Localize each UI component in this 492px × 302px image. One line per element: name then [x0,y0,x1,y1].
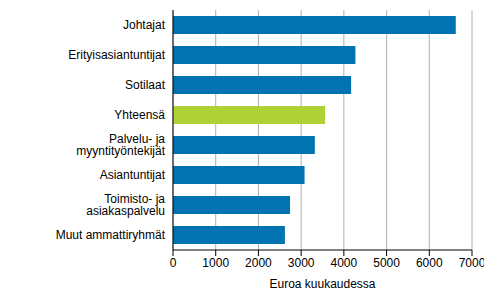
svg-text:Erityisasiantuntijat: Erityisasiantuntijat [68,48,165,62]
svg-text:1000: 1000 [202,256,229,270]
svg-text:Euroa kuukaudessa: Euroa kuukaudessa [269,277,375,291]
svg-text:Johtajat: Johtajat [123,18,166,32]
svg-text:0: 0 [170,256,177,270]
svg-text:5000: 5000 [373,256,400,270]
svg-text:4000: 4000 [331,256,358,270]
svg-text:3000: 3000 [288,256,315,270]
svg-text:Toimisto- jaasiakaspalvelu: Toimisto- jaasiakaspalvelu [86,192,165,218]
svg-text:Asiantuntijat: Asiantuntijat [100,168,166,182]
svg-text:Sotilaat: Sotilaat [125,78,166,92]
svg-text:2000: 2000 [245,256,272,270]
svg-text:7000: 7000 [459,256,484,270]
svg-text:6000: 6000 [416,256,443,270]
svg-text:Palvelu- jamyyntityöntekijät: Palvelu- jamyyntityöntekijät [76,132,165,158]
svg-text:Muut ammattiryhmät: Muut ammattiryhmät [56,228,166,242]
svg-text:Yhteensä: Yhteensä [114,108,165,122]
